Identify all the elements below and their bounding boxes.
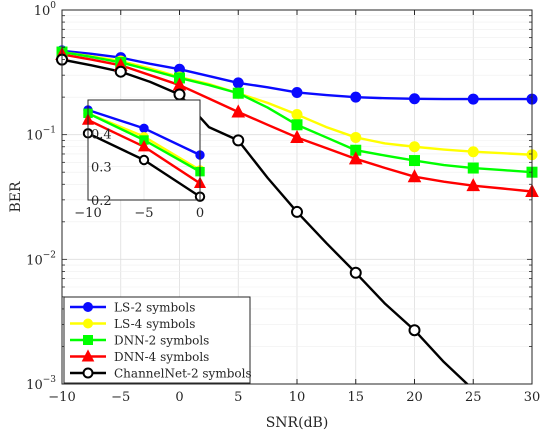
series-1-point bbox=[291, 109, 303, 121]
y-tick-label: 10−2 bbox=[26, 250, 56, 268]
x-tick-label: 30 bbox=[524, 390, 541, 405]
x-tick-label: 25 bbox=[465, 390, 482, 405]
inset-y-tick-label: 0.2 bbox=[91, 194, 112, 209]
series-2-point bbox=[467, 162, 479, 174]
inset-x-tick-label: −10 bbox=[74, 206, 101, 221]
y-tick-label: 100 bbox=[34, 1, 57, 19]
series-2-point bbox=[291, 119, 303, 131]
inset-x-tick-label: 0 bbox=[196, 206, 204, 221]
series-2-point bbox=[409, 155, 420, 167]
series-markers bbox=[55, 45, 539, 337]
x-tick-label: 20 bbox=[406, 390, 423, 405]
inset-chart: 0.4 0.3 0.2−10 −5 0 bbox=[74, 99, 207, 221]
legend-swatch-marker bbox=[82, 367, 94, 379]
inset-frame bbox=[87, 99, 201, 201]
series-line-4 bbox=[62, 58, 469, 384]
y-axis-label: BER bbox=[8, 181, 24, 213]
series-0-point bbox=[350, 91, 362, 103]
legend-label: DNN-2 symbols bbox=[114, 334, 209, 348]
x-axis-label: SNR(dB) bbox=[266, 415, 329, 431]
legend-label: DNN-4 symbols bbox=[114, 350, 209, 364]
series-4-point bbox=[408, 324, 421, 337]
series-0-point bbox=[467, 93, 479, 105]
legend-swatch-marker bbox=[83, 302, 93, 312]
x-tick-label: 5 bbox=[234, 390, 242, 405]
legend-label: LS-2 symbols bbox=[114, 301, 195, 315]
series-4-point bbox=[291, 205, 303, 218]
legend-label: ChannelNet-2 symbols bbox=[114, 367, 252, 381]
series-0-point bbox=[232, 77, 244, 89]
legend-swatch-marker bbox=[83, 335, 93, 345]
series-1-point bbox=[350, 131, 362, 143]
inset-y-tick-label: 0.3 bbox=[91, 161, 112, 176]
axis-ticks bbox=[61, 10, 533, 385]
legend-label: LS-4 symbols bbox=[114, 317, 195, 331]
x-tick-label: −10 bbox=[48, 390, 75, 405]
y-tick-label: 10−1 bbox=[26, 126, 56, 144]
series-4-point bbox=[349, 266, 362, 279]
series-3-point bbox=[290, 129, 304, 143]
series-4-point bbox=[114, 65, 127, 78]
series-2-point bbox=[232, 87, 244, 99]
x-tick-label: 15 bbox=[347, 390, 364, 405]
x-tick-label: −5 bbox=[111, 390, 130, 405]
series-3-point bbox=[407, 169, 422, 183]
legend-swatch-marker bbox=[83, 318, 93, 329]
inset-series-0-point bbox=[139, 123, 149, 134]
series-4-point bbox=[232, 134, 245, 147]
legend: LS-2 symbols LS-4 symbols DNN-2 symbols DNN… bbox=[63, 296, 252, 384]
y-tick-label: 10−3 bbox=[26, 375, 56, 393]
inset-series-4-point bbox=[138, 154, 150, 166]
series-3-point bbox=[231, 104, 246, 118]
x-tick-label: 0 bbox=[175, 390, 183, 405]
x-tick-labels: −10 −5 0 5 10 15 20 25 30 bbox=[48, 390, 540, 405]
series-3-point bbox=[466, 178, 481, 192]
series-0-point bbox=[291, 86, 303, 98]
series-1-point bbox=[467, 146, 479, 158]
y-tick-labels: 100 10−1 10−2 10−3 bbox=[26, 1, 56, 393]
inset-series-3-point bbox=[137, 139, 151, 152]
x-tick-label: 10 bbox=[289, 390, 306, 405]
series-0-point bbox=[409, 93, 420, 105]
legend-swatch-marker bbox=[81, 349, 95, 362]
series-3-point bbox=[348, 151, 363, 165]
series-4-point bbox=[173, 88, 186, 101]
series-1-point bbox=[409, 141, 420, 153]
inset-x-tick-label: −5 bbox=[134, 206, 153, 221]
inset-y-tick-label: 0.4 bbox=[91, 127, 112, 142]
